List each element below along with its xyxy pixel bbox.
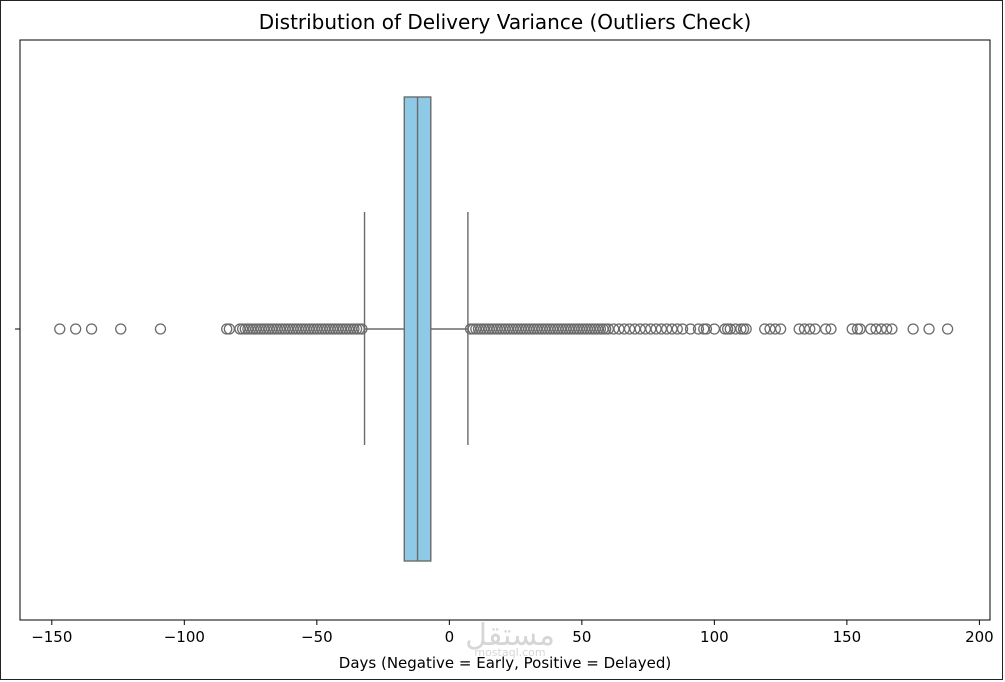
x-tick-label: 150: [833, 628, 862, 646]
outlier-point: [348, 323, 360, 335]
x-tick-label: −150: [31, 628, 72, 646]
outlier-point: [735, 323, 747, 335]
outlier-point: [692, 323, 705, 335]
outlier-point: [600, 323, 612, 335]
watermark-sub: mostaql.com: [474, 646, 545, 659]
x-tick-label: 200: [965, 628, 994, 646]
outlier-point: [923, 323, 935, 335]
axes-frame: [19, 39, 991, 621]
watermark-main: مستقل: [465, 618, 555, 653]
outlier-point: [54, 323, 66, 335]
chart-title: Distribution of Delivery Variance (Outli…: [259, 10, 752, 34]
outlier-point: [85, 323, 98, 335]
outlier-point: [671, 323, 683, 335]
outlier-point: [350, 323, 363, 335]
outlier-point: [804, 323, 816, 335]
outlier-point: [886, 323, 898, 335]
x-axis-label: Days (Negative = Early, Positive = Delay…: [339, 654, 671, 672]
outlier-point: [115, 323, 127, 335]
outlier-point: [907, 323, 919, 335]
outlier-point: [353, 323, 365, 335]
outlier-point: [820, 323, 832, 335]
outlier-point: [740, 323, 752, 335]
outlier-point: [721, 323, 734, 335]
outlier-point: [684, 323, 697, 335]
watermark: مستقل mostaql.com: [465, 618, 555, 659]
x-tick-label: −100: [164, 628, 205, 646]
outlier-point: [700, 323, 713, 335]
outlier-point: [676, 323, 689, 335]
outlier-point: [880, 323, 893, 335]
outlier-point: [774, 323, 787, 335]
outlier-point: [356, 323, 368, 335]
outlier-point: [594, 323, 607, 335]
outlier-point: [154, 323, 167, 335]
x-tick-label: 50: [572, 628, 591, 646]
outlier-point: [70, 323, 82, 335]
outlier-point: [941, 323, 954, 335]
outlier-point: [825, 323, 837, 335]
x-tick-label: 0: [445, 628, 455, 646]
x-tick-label: 100: [700, 628, 729, 646]
outlier-point: [737, 323, 750, 335]
outlier-point: [846, 323, 858, 335]
outlier-point: [221, 323, 233, 335]
outlier-point: [851, 323, 864, 335]
plot-area: −150 −100 −50 0 50 100 150 200: [15, 39, 994, 646]
outlier-point: [769, 323, 781, 335]
x-tick-label: −50: [301, 628, 333, 646]
